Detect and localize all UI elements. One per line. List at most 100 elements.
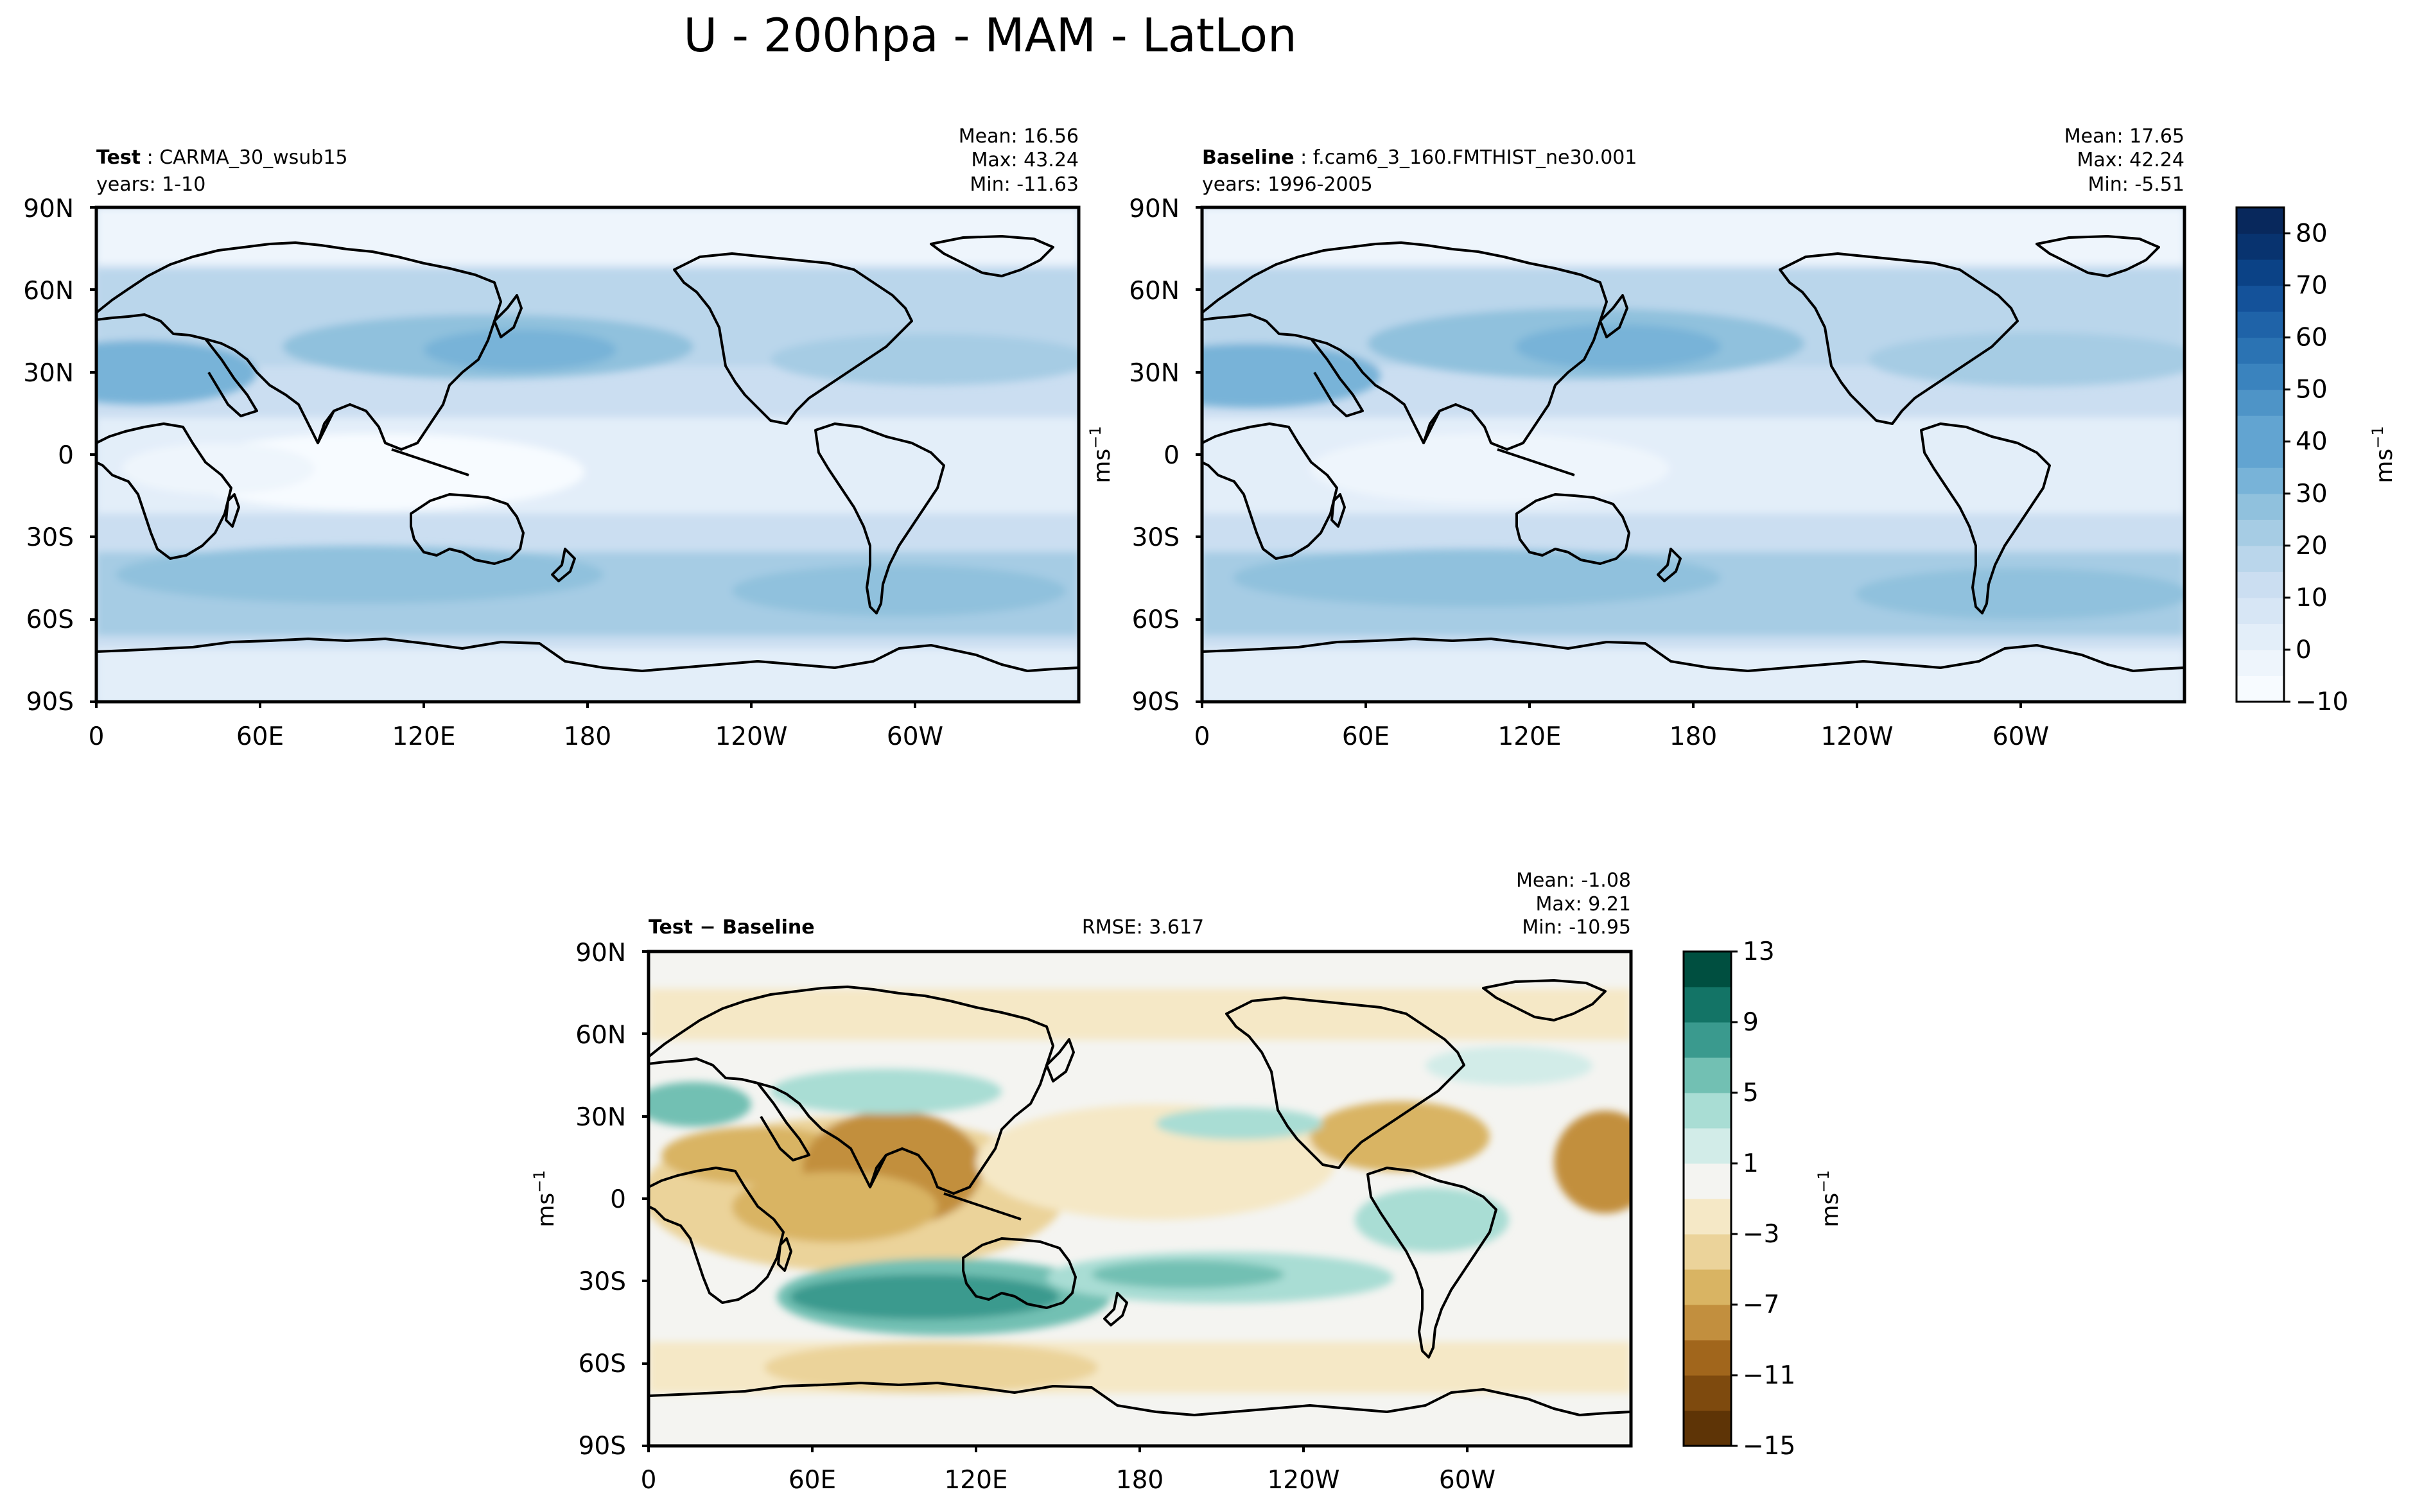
lon-tick-label: 60W: [1992, 722, 2049, 751]
panel-test-lat-ticks: 90N 60N 30N 0 30S 60S 90S: [23, 195, 74, 717]
unit-ms: ms: [2371, 449, 2398, 483]
panel-test-label-sep: :: [141, 146, 159, 169]
baseline-coast-indonesia: [1497, 448, 1575, 476]
colorbar-tick-label: 10: [2296, 584, 2328, 613]
baseline-coastlines: [1202, 235, 2184, 672]
colorbar-tick-label: 0: [2296, 636, 2312, 665]
baseline-jet-south-indian: [1233, 549, 1721, 607]
colorbar-cell: [1684, 1234, 1731, 1270]
colorbar-cell: [2236, 233, 2284, 260]
colorbar-cell: [2236, 545, 2284, 572]
test-jet-japan: [424, 329, 616, 370]
lon-tick-label: 120E: [944, 1466, 1007, 1495]
panel-diff-max: Max: 9.21: [1536, 893, 1631, 916]
lat-tick-label: 60S: [1132, 605, 1180, 634]
unit-exponent: −1: [1815, 1170, 1833, 1192]
panel-diff-lat-ticks: 90N 60N 30N 0 30S 60S 90S: [575, 939, 626, 1461]
colorbar-tick-label: −10: [2296, 688, 2348, 717]
test-jet-south-pacific: [732, 565, 1066, 616]
colorbar-cell: [1684, 1269, 1731, 1305]
baseline-coast-eurasia: [1202, 241, 1608, 451]
figure-title: U - 200hpa - MAM - LatLon: [683, 8, 1296, 62]
colorbar-cell: [2236, 571, 2284, 598]
diff-coast-madagascar: [777, 1237, 792, 1272]
diff-coast-japan: [1045, 1038, 1075, 1082]
colorbar-cell: [2236, 649, 2284, 676]
colorbar-cell: [1684, 1128, 1731, 1164]
lon-tick-label: 120E: [1497, 722, 1561, 751]
lon-tick-label: 60W: [887, 722, 943, 751]
colorbar-cell: [2236, 415, 2284, 442]
colorbar-tick-label: −3: [1743, 1220, 1780, 1249]
unit-exponent: −1: [2369, 426, 2387, 448]
colorbar-tick-label: 80: [2296, 220, 2328, 248]
colorbar-tick-label: −7: [1743, 1290, 1780, 1319]
diff-south-indian-teal-core: [790, 1274, 1059, 1319]
panel-baseline-label-bold: Baseline: [1202, 146, 1295, 169]
test-coast-greenland: [930, 235, 1054, 277]
baseline-coast-antarctica: [1202, 638, 2184, 672]
panel-diff-min: Min: -10.95: [1522, 916, 1631, 939]
unit-ms: ms: [1089, 449, 1115, 483]
colorbar-cell: [2236, 623, 2284, 650]
panel-diff-rmse: RMSE: 3.617: [1082, 916, 1204, 939]
lon-tick-label: 60E: [789, 1466, 836, 1495]
lat-tick-label: 90N: [23, 195, 74, 223]
colorbar-cell: [2236, 337, 2284, 364]
baseline-jet-south-pacific: [1856, 568, 2184, 620]
baseline-jet-japan: [1515, 324, 1721, 369]
colorbar-cell: [2236, 311, 2284, 338]
panel-test-min: Min: -11.63: [970, 173, 1079, 196]
colorbar-tick-label: 70: [2296, 272, 2328, 300]
colorbar-cell: [1684, 987, 1731, 1023]
diff-north-atlantic-teal: [1425, 1047, 1592, 1085]
baseline-coast-newzealand: [1657, 548, 1682, 582]
colorbar-cell: [1684, 1199, 1731, 1235]
panel-baseline-min: Min: -5.51: [2088, 173, 2185, 196]
unit-ms: ms: [533, 1193, 559, 1228]
diff-caribbean-brown: [1310, 1101, 1490, 1172]
lat-tick-label: 0: [58, 441, 74, 470]
panel-baseline-label: Baseline : f.cam6_3_160.FMTHIST_ne30.001: [1202, 146, 1637, 169]
panel-diff-label: Test − Baseline: [649, 916, 815, 939]
colorbar-cell: [2236, 675, 2284, 702]
colorbar-cell: [1684, 952, 1731, 987]
lon-tick-label: 0: [89, 722, 105, 751]
test-coast-india: [317, 410, 335, 444]
colorbar-tick-label: 60: [2296, 324, 2328, 352]
test-coast-south-america: [814, 422, 945, 614]
colorbar-absolute-unit-label: ms−1: [2369, 426, 2398, 483]
colorbar-tick-label: 40: [2296, 428, 2328, 456]
colorbar-cell: [2236, 285, 2284, 312]
panel-diff: Test − Baseline RMSE: 3.617 Mean: -1.08 …: [575, 869, 1633, 1495]
lon-tick-label: 120W: [1820, 722, 1893, 751]
lon-tick-label: 180: [564, 722, 611, 751]
baseline-polar-band-south: [1202, 648, 2184, 702]
lon-tick-label: 0: [1194, 722, 1210, 751]
test-coast-australia: [410, 493, 525, 565]
colorbar-tick-label: 50: [2296, 376, 2328, 404]
colorbar-tick-label: 5: [1743, 1079, 1759, 1108]
colorbar-tick-label: −11: [1743, 1361, 1795, 1390]
panel-baseline-lat-ticks: 90N 60N 30N 0 30S 60S 90S: [1129, 195, 1180, 717]
panel-test-unit-label: ms−1: [1086, 426, 1115, 483]
panel-baseline: Baseline : f.cam6_3_160.FMTHIST_ne30.001…: [1129, 125, 2186, 751]
colorbar-tick-label: 30: [2296, 480, 2328, 508]
panel-baseline-lon-ticks: 0 60E 120E 180 120W 60W: [1194, 722, 2050, 751]
unit-exponent: −1: [1086, 426, 1104, 448]
colorbar-cell: [2236, 467, 2284, 494]
lat-tick-label: 90S: [26, 688, 74, 717]
panel-test-label: Test : CARMA_30_wsub15: [96, 146, 348, 169]
diff-asia-teal: [771, 1069, 1002, 1114]
diff-coast-north-america: [1225, 996, 1465, 1169]
colorbar-tick-label: 13: [1743, 937, 1775, 966]
lat-tick-label: 0: [1164, 441, 1180, 470]
lon-tick-label: 60W: [1439, 1466, 1495, 1495]
baseline-coast-africa: [1202, 422, 1338, 560]
colorbar-cell: [2236, 493, 2284, 520]
test-coast-africa: [96, 422, 232, 560]
lat-tick-label: 30S: [579, 1267, 626, 1296]
colorbar-cell: [2236, 207, 2284, 234]
baseline-coast-greenland: [2036, 235, 2160, 277]
colorbar-cell: [1684, 1057, 1731, 1093]
